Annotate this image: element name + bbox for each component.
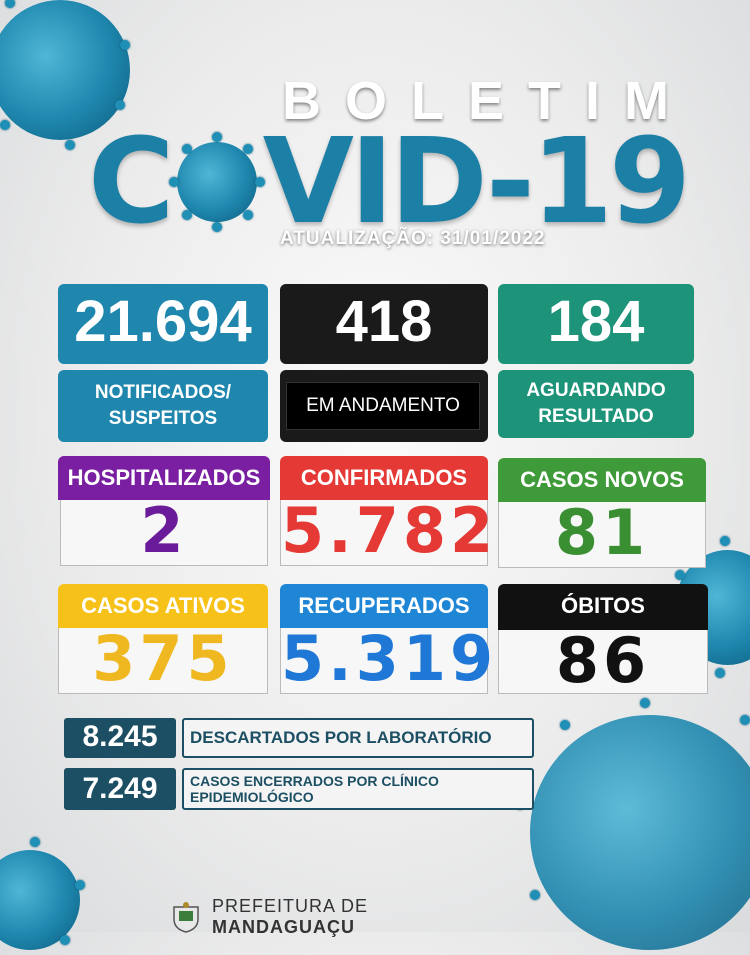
aguardando-label-line1: AGUARDANDO	[526, 380, 666, 401]
descartados-label: DESCARTADOS POR LABORATÓRIO	[182, 718, 534, 758]
virus-icon	[500, 690, 750, 950]
footer-prefix: PREFEITURA DE	[212, 896, 369, 916]
descartados-value: 8.245	[64, 718, 176, 758]
casos-ativos-value: 375	[58, 628, 268, 694]
confirmados-value: 5.782	[280, 494, 498, 567]
aguardando-label: AGUARDANDO RESULTADO	[498, 370, 694, 438]
notificados-value: 21.694	[58, 284, 268, 364]
casos-novos-title: CASOS NOVOS	[498, 458, 706, 502]
confirmados-title: CONFIRMADOS	[280, 456, 488, 500]
notificados-label-line2: SUSPEITOS	[108, 408, 218, 429]
recuperados-title: RECUPERADOS	[280, 584, 488, 628]
notificados-label: NOTIFICADOS/ SUSPEITOS	[58, 370, 268, 442]
descartados-label-text: DESCARTADOS POR LABORATÓRIO	[190, 728, 492, 747]
casos-ativos-title: CASOS ATIVOS	[58, 584, 268, 628]
recuperados-value: 5.319	[280, 622, 498, 695]
virus-icon	[167, 131, 267, 232]
em-andamento-value: 418	[280, 284, 488, 364]
aguardando-label-line2: RESULTADO	[538, 406, 654, 427]
encerrados-label-line2: EPIDEMIOLÓGICO	[190, 789, 314, 805]
covid-title-left: C	[88, 112, 175, 250]
em-andamento-panel: EM ANDAMENTO	[280, 370, 488, 442]
update-date: ATUALIZAÇÃO: 31/01/2022	[280, 228, 546, 249]
boletim-title: BOLETIM	[282, 71, 693, 131]
covid-title: C VID-19	[88, 112, 692, 250]
footer: PREFEITURA DE MANDAGUAÇU	[170, 896, 510, 938]
virus-icon	[0, 0, 150, 160]
em-andamento-label: EM ANDAMENTO	[286, 382, 480, 430]
footer-city: MANDAGUAÇU	[212, 917, 355, 937]
casos-novos-value: 81	[498, 502, 706, 568]
notificados-label-line1: NOTIFICADOS/	[94, 382, 232, 403]
encerrados-label: CASOS ENCERRADOS POR CLÍNICO EPIDEMIOLÓG…	[182, 768, 534, 810]
hospitalizados-title: HOSPITALIZADOS	[58, 456, 270, 500]
covid-title-right: VID-19	[262, 112, 692, 250]
crest-icon	[170, 901, 202, 933]
encerrados-value: 7.249	[64, 768, 176, 810]
hospitalizados-value: 2	[60, 500, 268, 566]
virus-icon	[0, 835, 90, 955]
aguardando-value: 184	[498, 284, 694, 364]
obitos-value: 86	[498, 630, 708, 694]
encerrados-label-line1: CASOS ENCERRADOS POR CLÍNICO	[190, 773, 439, 789]
obitos-title: ÓBITOS	[498, 584, 708, 630]
